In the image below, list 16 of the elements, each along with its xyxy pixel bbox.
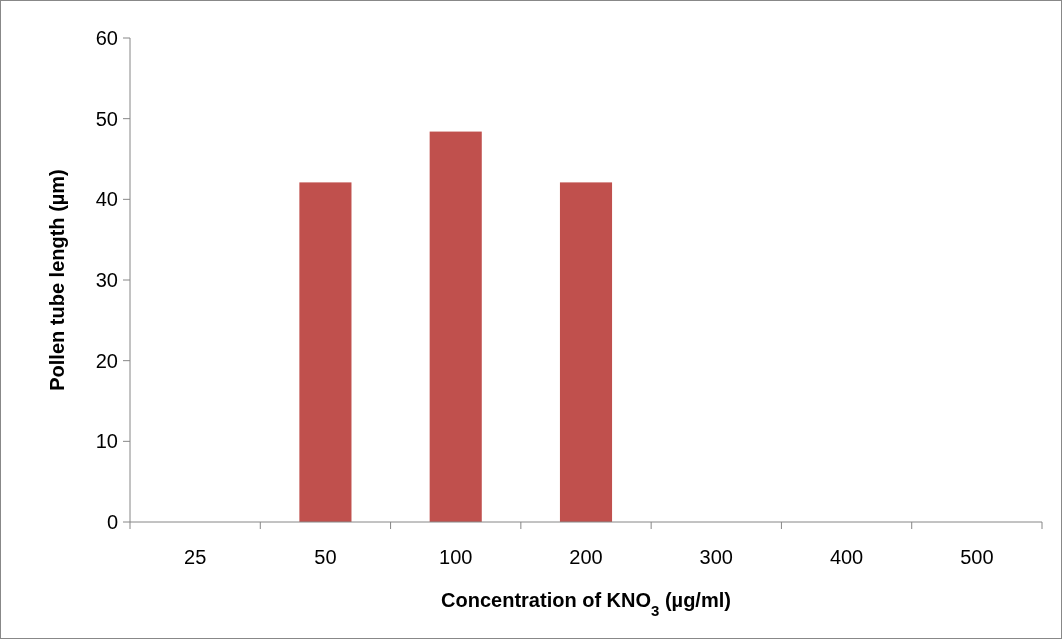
y-tick-label: 60 — [95, 27, 118, 49]
x-tick-label: 500 — [960, 546, 994, 568]
y-axis-title: Pollen tube length (µm) — [46, 169, 68, 391]
x-tick-label: 300 — [699, 546, 733, 568]
y-tick-label: 40 — [95, 188, 118, 211]
y-tick-label: 0 — [106, 511, 118, 533]
x-tick-label: 100 — [439, 546, 473, 568]
y-tick-label: 20 — [95, 349, 118, 372]
x-tick-label: 50 — [314, 546, 337, 568]
y-tick-label: 50 — [95, 107, 118, 130]
x-axis-title: Concentration of KNO$_{3}$ (µg/ml) — [441, 589, 731, 619]
y-tick-label: 10 — [95, 430, 118, 453]
y-tick-label: 30 — [95, 269, 118, 291]
x-tick-label: 25 — [184, 546, 207, 568]
x-tick-label: 200 — [569, 546, 603, 568]
x-tick-label: 400 — [829, 546, 864, 568]
